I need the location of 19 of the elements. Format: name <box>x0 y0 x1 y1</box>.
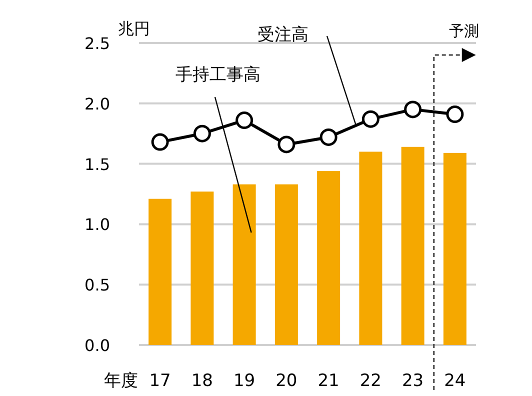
x-axis-title: 年度 <box>104 371 138 391</box>
y-tick-label: 1.0 <box>84 215 110 234</box>
x-tick-label: 21 <box>318 371 340 391</box>
x-tick-label: 24 <box>444 371 466 391</box>
y-tick-label: 2.0 <box>84 94 110 114</box>
y-axis-title: 兆円 <box>118 19 150 38</box>
x-tick-label: 20 <box>276 371 298 391</box>
y-tick-label: 1.5 <box>84 154 110 174</box>
x-tick-label: 18 <box>191 371 214 391</box>
y-tick-label: 0.5 <box>84 276 110 295</box>
x-tick-label: 19 <box>233 371 256 391</box>
x-tick-label: 23 <box>402 371 424 391</box>
text: 予測 <box>449 22 479 40</box>
x-tick-label: 17 <box>149 371 171 391</box>
y-tick-label: 0.0 <box>84 336 110 355</box>
x-tick-label: 22 <box>360 371 382 391</box>
text: 手持工事高 <box>176 65 260 85</box>
y-tick-label: 2.5 <box>84 34 110 53</box>
text: 受注高 <box>258 25 308 45</box>
